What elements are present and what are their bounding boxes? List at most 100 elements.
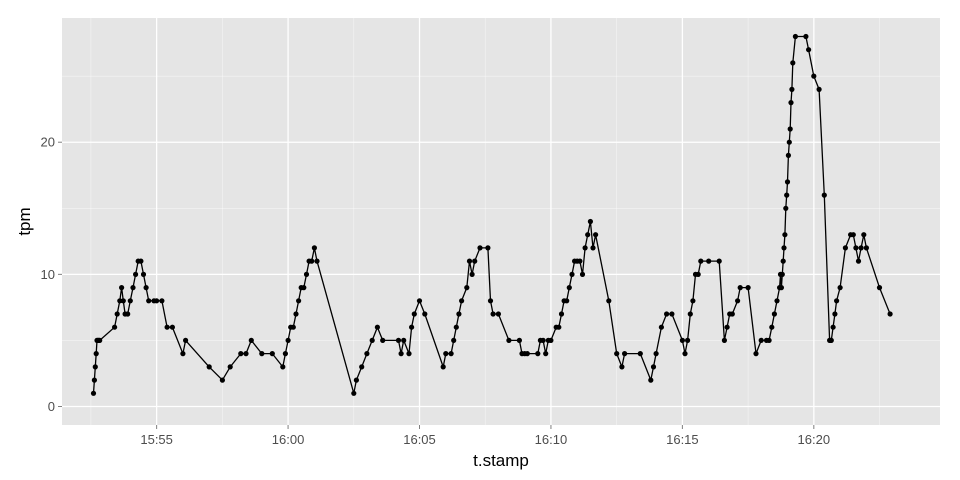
data-point (648, 377, 654, 383)
data-point (227, 364, 233, 370)
data-point (395, 337, 402, 343)
data-point (653, 351, 659, 357)
data-point (269, 351, 275, 357)
data-point (579, 271, 586, 277)
data-point (293, 311, 299, 317)
data-point (485, 245, 491, 251)
data-point (469, 271, 475, 277)
data-point (380, 337, 386, 343)
data-point (92, 364, 98, 370)
data-point (459, 298, 465, 304)
data-point (735, 298, 741, 304)
data-point (834, 298, 840, 304)
data-point (687, 311, 693, 317)
data-point (114, 311, 120, 317)
data-point (779, 271, 785, 277)
data-point (832, 311, 838, 317)
data-point (243, 351, 249, 357)
x-tick-label: 16:05 (403, 432, 436, 447)
data-point (183, 337, 189, 343)
data-point (853, 245, 859, 251)
data-point (296, 298, 302, 304)
data-point (837, 285, 843, 291)
data-point (758, 337, 764, 343)
minor-gridlines-y (62, 75, 940, 341)
data-point (781, 245, 787, 251)
data-point (842, 245, 849, 251)
data-point (472, 258, 478, 264)
data-point (784, 192, 790, 198)
data-point (637, 351, 643, 357)
data-point (133, 271, 139, 277)
data-point (806, 47, 812, 53)
data-point (669, 311, 675, 317)
data-point (564, 298, 570, 304)
y-tick-label: 10 (41, 267, 55, 282)
data-point (119, 285, 125, 291)
minor-gridlines-x (90, 18, 880, 425)
data-point (154, 298, 160, 304)
data-point (353, 377, 359, 383)
data-point (566, 285, 572, 291)
data-point (301, 285, 307, 291)
data-point (535, 351, 541, 357)
data-point (140, 271, 147, 277)
data-point (90, 390, 97, 396)
data-point (506, 337, 512, 343)
series-points (90, 33, 893, 396)
data-point (784, 179, 791, 185)
data-point (790, 60, 796, 66)
data-point (664, 311, 670, 317)
x-tick-label: 15:55 (140, 432, 173, 447)
data-point (786, 139, 792, 145)
data-point (745, 285, 751, 291)
x-tick-label: 16:20 (798, 432, 831, 447)
data-point (593, 232, 599, 238)
data-point (164, 324, 170, 330)
data-point (658, 324, 665, 330)
data-point (558, 311, 565, 317)
x-axis-title: t.stamp (473, 451, 529, 470)
data-point (280, 364, 286, 370)
data-point (169, 324, 175, 330)
y-tick-label: 0 (48, 399, 55, 414)
data-point (159, 298, 165, 304)
data-point (816, 86, 822, 92)
data-point (788, 100, 794, 106)
data-point (448, 351, 454, 357)
data-point (789, 86, 795, 92)
data-point (443, 351, 449, 357)
data-point (695, 271, 701, 277)
data-point (803, 33, 809, 40)
data-point (422, 311, 428, 317)
data-point (783, 205, 789, 211)
data-point (724, 324, 730, 330)
data-point (146, 298, 152, 304)
data-point (766, 337, 772, 343)
data-point (180, 351, 186, 357)
data-point (490, 311, 496, 317)
data-point (97, 337, 103, 343)
data-point (206, 364, 212, 370)
data-point (685, 337, 691, 343)
data-point (364, 351, 370, 357)
data-point (590, 245, 596, 251)
data-point (855, 258, 862, 264)
data-point (679, 337, 686, 343)
data-point (778, 285, 785, 291)
data-point (477, 245, 483, 251)
data-point (858, 245, 864, 251)
data-point (569, 271, 575, 277)
data-point (112, 324, 118, 330)
data-point (828, 337, 834, 343)
data-point (495, 311, 501, 317)
data-point (548, 337, 554, 343)
data-point (406, 351, 412, 357)
data-point (282, 351, 288, 357)
data-point (650, 364, 657, 370)
y-axis-ticks: 0 10 20 (41, 135, 62, 414)
data-point (409, 324, 415, 330)
data-point (787, 126, 793, 132)
data-point (311, 245, 317, 251)
data-point (614, 351, 620, 357)
